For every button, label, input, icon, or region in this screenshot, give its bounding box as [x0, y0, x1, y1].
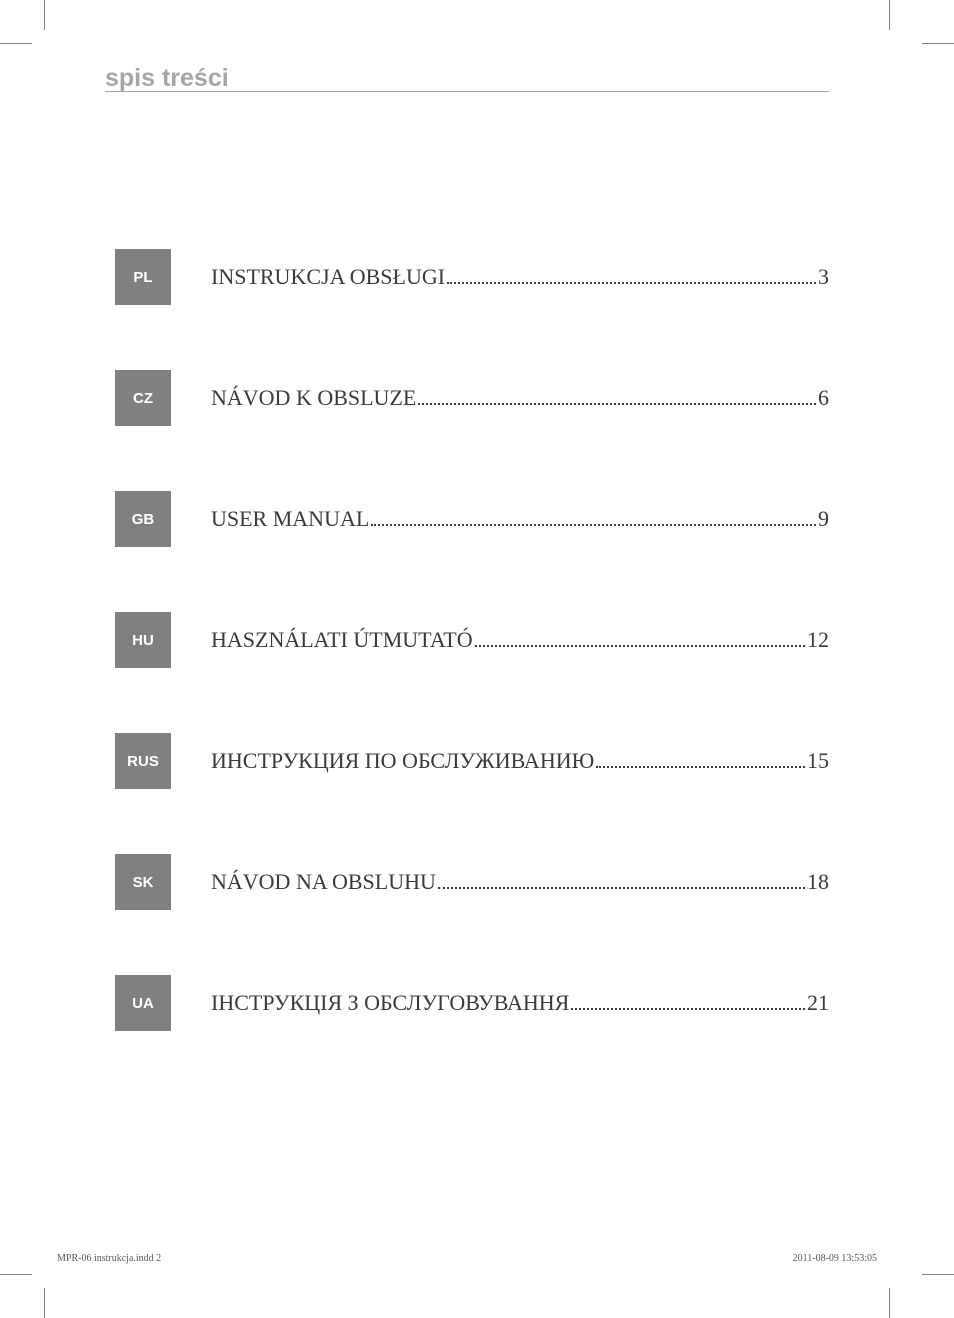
toc-leader-dots — [571, 1008, 805, 1010]
toc-row: RUS ИНСТРУКЦИЯ ПО ОБСЛУЖИВАНИЮ 15 — [115, 733, 829, 789]
toc-entry: HASZNÁLATI ÚTMUTATÓ 12 — [211, 627, 829, 653]
page-content: spis treści PL INSTRUKCJA OBSŁUGI 3 CZ N… — [45, 44, 889, 1274]
toc-title: NÁVOD K OBSLUZE — [211, 385, 416, 411]
toc-entry: USER MANUAL 9 — [211, 506, 829, 532]
toc-page-number: 18 — [807, 869, 829, 895]
crop-mark — [44, 0, 45, 30]
footer-filename: MPR-06 instrukcja.indd 2 — [57, 1253, 161, 1264]
toc-page-number: 15 — [807, 748, 829, 774]
language-badge-pl: PL — [115, 249, 171, 305]
toc-leader-dots — [447, 282, 816, 284]
crop-mark — [0, 1274, 32, 1275]
toc-title: USER MANUAL — [211, 506, 369, 532]
toc-leader-dots — [418, 403, 816, 405]
footer-timestamp: 2011-08-09 13:53:05 — [793, 1253, 877, 1264]
toc-page-number: 6 — [818, 385, 829, 411]
page-footer: MPR-06 instrukcja.indd 2 2011-08-09 13:5… — [57, 1253, 877, 1264]
crop-mark — [44, 1288, 45, 1318]
crop-mark — [922, 1274, 954, 1275]
language-badge-rus: RUS — [115, 733, 171, 789]
toc-leader-dots — [371, 524, 816, 526]
toc-title: ІНСТРУКЦІЯ З ОБСЛУГОВУВАННЯ — [211, 990, 569, 1016]
toc-title: NÁVOD NA OBSLUHU — [211, 869, 436, 895]
toc-page-number: 21 — [807, 990, 829, 1016]
page-title: spis treści — [105, 64, 229, 93]
toc-entry: NÁVOD K OBSLUZE 6 — [211, 385, 829, 411]
crop-mark — [922, 43, 954, 44]
crop-mark — [0, 43, 32, 44]
toc-row: PL INSTRUKCJA OBSŁUGI 3 — [115, 249, 829, 305]
toc-title: ИНСТРУКЦИЯ ПО ОБСЛУЖИВАНИЮ — [211, 748, 594, 774]
language-badge-gb: GB — [115, 491, 171, 547]
toc-leader-dots — [438, 887, 805, 889]
toc-row: SK NÁVOD NA OBSLUHU 18 — [115, 854, 829, 910]
language-badge-cz: CZ — [115, 370, 171, 426]
toc-row: HU HASZNÁLATI ÚTMUTATÓ 12 — [115, 612, 829, 668]
toc-page-number: 9 — [818, 506, 829, 532]
language-badge-ua: UA — [115, 975, 171, 1031]
toc-row: GB USER MANUAL 9 — [115, 491, 829, 547]
toc-entry: NÁVOD NA OBSLUHU 18 — [211, 869, 829, 895]
toc-row: UA ІНСТРУКЦІЯ З ОБСЛУГОВУВАННЯ 21 — [115, 975, 829, 1031]
toc-page-number: 3 — [818, 264, 829, 290]
header-rule — [105, 91, 829, 92]
crop-mark — [889, 1288, 890, 1318]
toc-leader-dots — [596, 766, 805, 768]
toc-page-number: 12 — [807, 627, 829, 653]
toc-leader-dots — [475, 645, 805, 647]
crop-mark — [889, 0, 890, 30]
toc-entry: ІНСТРУКЦІЯ З ОБСЛУГОВУВАННЯ 21 — [211, 990, 829, 1016]
table-of-contents: PL INSTRUKCJA OBSŁUGI 3 CZ NÁVOD K OBSLU… — [115, 249, 829, 1096]
toc-title: INSTRUKCJA OBSŁUGI — [211, 264, 445, 290]
toc-title: HASZNÁLATI ÚTMUTATÓ — [211, 627, 473, 653]
toc-entry: INSTRUKCJA OBSŁUGI 3 — [211, 264, 829, 290]
language-badge-sk: SK — [115, 854, 171, 910]
toc-entry: ИНСТРУКЦИЯ ПО ОБСЛУЖИВАНИЮ 15 — [211, 748, 829, 774]
toc-row: CZ NÁVOD K OBSLUZE 6 — [115, 370, 829, 426]
language-badge-hu: HU — [115, 612, 171, 668]
